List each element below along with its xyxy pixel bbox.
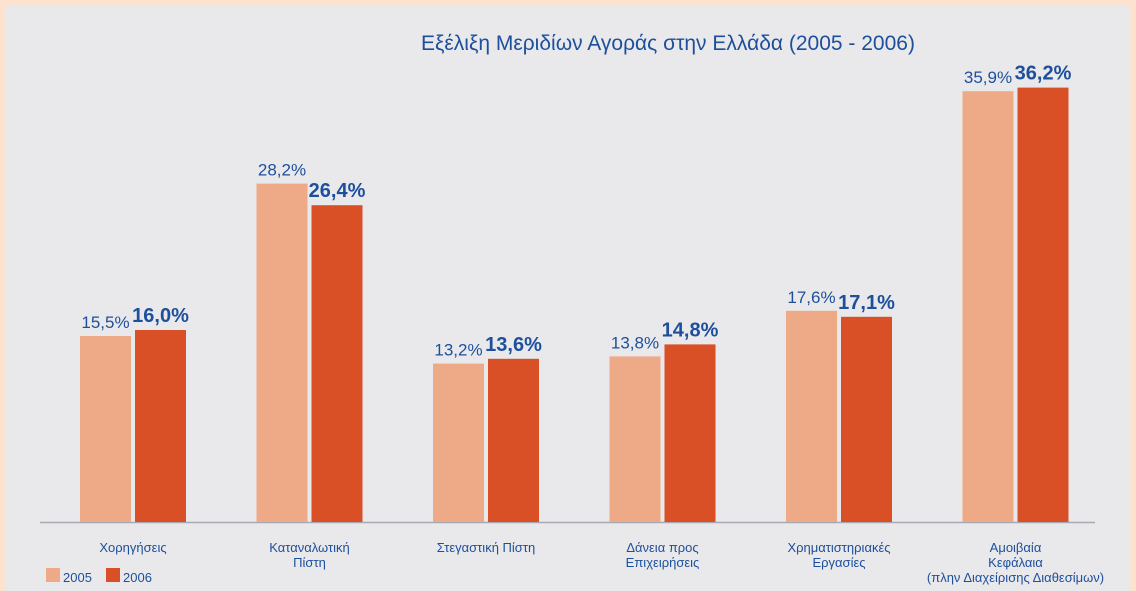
data-label: 35,9% <box>964 68 1012 87</box>
data-label: 17,1% <box>838 292 895 314</box>
data-label: 15,5% <box>81 313 129 332</box>
bar <box>786 310 837 522</box>
x-tick-label: Καταναλωτική Πίστη <box>269 540 350 570</box>
bar <box>609 356 661 522</box>
data-label: 14,8% <box>662 319 719 341</box>
legend-swatch <box>46 568 60 582</box>
bar <box>433 363 484 522</box>
bar <box>135 330 186 522</box>
x-tick-label: Δάνεια προς Επιχειρήσεις <box>626 540 700 570</box>
data-label: 28,2% <box>258 161 306 180</box>
x-tick-label: Στεγαστική Πίστη <box>437 540 535 555</box>
data-label: 13,6% <box>485 334 542 356</box>
x-tick-label: Χρηματιστηριακές Εργασίες <box>787 540 890 570</box>
data-label: 16,0% <box>132 305 189 327</box>
x-tick-label: Χορηγήσεις <box>99 540 166 555</box>
bar <box>488 358 539 522</box>
x-tick-label: Αμοιβαία Κεφάλαια (πλην Διαχείρισης Διαθεσ… <box>927 540 1104 585</box>
data-label: 13,8% <box>611 333 659 352</box>
legend-label: 2005 <box>63 570 92 585</box>
bar <box>1017 87 1069 522</box>
data-label: 13,2% <box>434 341 482 360</box>
bar <box>256 183 308 522</box>
bar <box>80 336 131 522</box>
bar <box>841 316 892 522</box>
data-label: 17,6% <box>787 288 835 307</box>
bar <box>311 205 363 522</box>
legend-swatch <box>106 568 120 582</box>
legend-label: 2006 <box>123 570 152 585</box>
bar <box>962 91 1014 522</box>
data-label: 36,2% <box>1015 63 1072 85</box>
bar <box>664 344 716 522</box>
panel <box>6 6 1130 591</box>
chart-title: Εξέλιξη Μεριδίων Αγοράς στην Ελλάδα (200… <box>421 32 915 55</box>
data-label: 26,4% <box>309 180 366 202</box>
